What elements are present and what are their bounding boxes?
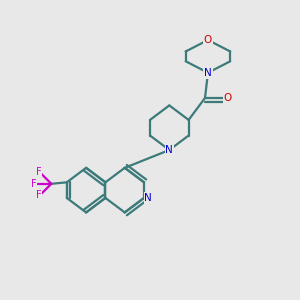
Text: O: O [204,35,212,45]
Text: O: O [224,93,232,103]
Text: F: F [36,190,42,200]
Text: N: N [204,68,212,78]
Text: N: N [144,193,152,203]
Text: F: F [36,167,42,177]
Text: N: N [165,145,173,155]
Text: F: F [31,179,36,189]
